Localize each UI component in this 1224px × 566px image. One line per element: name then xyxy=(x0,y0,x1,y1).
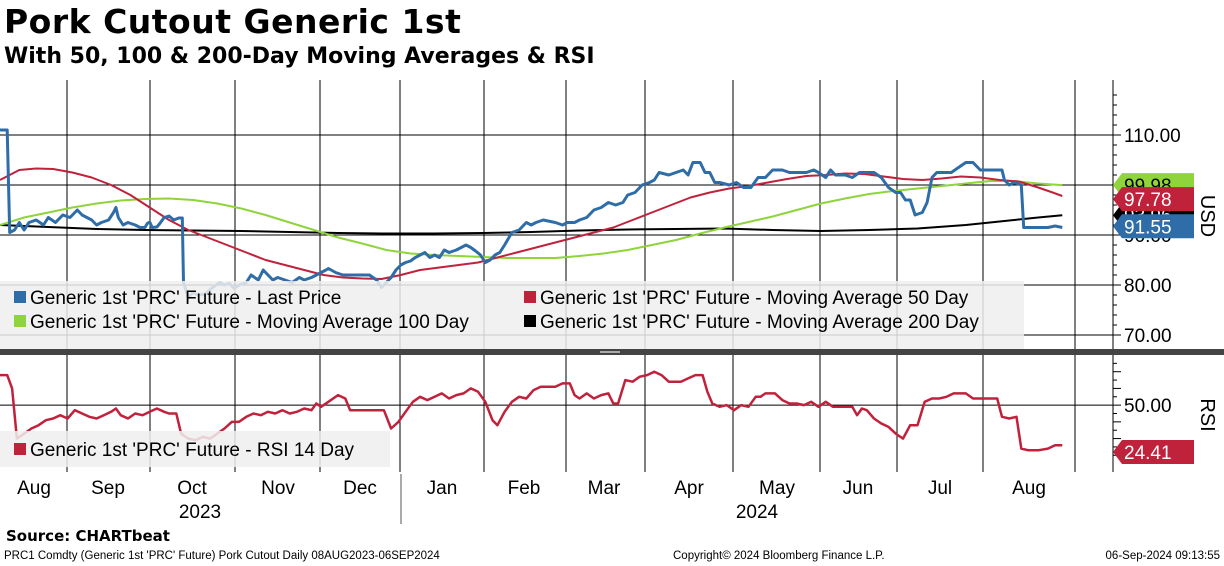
rsi-panel-series xyxy=(0,370,1063,452)
x-month-label: Feb xyxy=(508,478,541,499)
x-month-label: Dec xyxy=(343,478,377,499)
badge-rsi-text: 24.41 xyxy=(1124,443,1172,464)
x-month-label: Mar xyxy=(588,478,621,499)
x-month-label: Oct xyxy=(177,478,207,499)
badge-rsi: 24.41 xyxy=(1113,440,1194,464)
rsi-legend: Generic 1st 'PRC' Future - RSI 14 Day xyxy=(0,431,390,467)
rsi-panel-grid xyxy=(0,355,1113,472)
series-line-last-price xyxy=(0,128,1063,299)
price-ytick-label: 70.00 xyxy=(1124,326,1172,347)
footer-timestamp: 06-Sep-2024 09:13:55 xyxy=(1105,550,1220,562)
x-month-label: Jul xyxy=(928,478,952,499)
rsi-legend-box xyxy=(0,431,390,467)
legend-label: Generic 1st 'PRC' Future - RSI 14 Day xyxy=(30,440,355,461)
badge-ma50: 97.78 xyxy=(1113,187,1194,212)
badge-rsi-shape xyxy=(1113,440,1194,464)
series-line-rsi-14-day xyxy=(0,370,1063,452)
source-note: Source: CHARTbeat xyxy=(6,527,170,545)
price-ytick-label: 110.00 xyxy=(1124,126,1181,147)
series-line-moving-average-200-day xyxy=(0,214,1063,235)
footer-copyright: Copyright© 2024 Bloomberg Finance L.P. xyxy=(673,550,885,562)
badge-ma50-text: 97.78 xyxy=(1124,190,1172,211)
legend-swatch xyxy=(524,291,536,303)
x-month-label: Jan xyxy=(427,478,458,499)
x-month-label: Sep xyxy=(91,478,125,499)
x-month-label: May xyxy=(759,478,795,499)
x-month-label: Aug xyxy=(1012,478,1046,499)
legend-swatch xyxy=(14,291,26,303)
price-legend: Generic 1st 'PRC' Future - Last Price Gen… xyxy=(0,281,1024,349)
x-month-label: Aug xyxy=(17,478,51,499)
badge-ma50-shape xyxy=(1113,187,1194,212)
panel-divider-grip xyxy=(600,351,620,353)
badge-last-price: 91.55 xyxy=(1113,214,1194,239)
x-year-label: 2024 xyxy=(736,502,779,523)
axes: 70.0080.0090.00100.00110.0050.00USDRSIAu… xyxy=(0,80,1224,524)
price-axis-title: USD xyxy=(1196,195,1218,237)
rsi-ytick-label: 50.00 xyxy=(1124,396,1172,417)
legend-label: Generic 1st 'PRC' Future - Moving Averag… xyxy=(540,288,969,309)
price-panel-series xyxy=(0,128,1063,299)
x-year-label: 2023 xyxy=(179,502,221,523)
legend-label: Generic 1st 'PRC' Future - Moving Averag… xyxy=(540,312,979,333)
x-month-label: Jun xyxy=(843,478,874,499)
price-ytick-label: 80.00 xyxy=(1124,276,1172,297)
x-month-label: Nov xyxy=(261,478,295,499)
legend-label: Generic 1st 'PRC' Future - Moving Averag… xyxy=(30,312,469,333)
legend-swatch xyxy=(14,443,26,455)
rsi-axis-title: RSI xyxy=(1196,398,1218,431)
chart-title: Pork Cutout Generic 1st xyxy=(4,2,462,41)
footer-ticker-info: PRC1 Comdty (Generic 1st 'PRC' Future) P… xyxy=(4,550,440,562)
series-line-moving-average-100-day xyxy=(0,180,1063,259)
price-legend-box xyxy=(0,281,1024,349)
legend-swatch xyxy=(14,315,26,327)
chart-subtitle: With 50, 100 & 200-Day Moving Averages &… xyxy=(4,44,595,69)
badge-last-price-text: 91.55 xyxy=(1124,217,1172,238)
badge-last-price-shape xyxy=(1113,214,1194,239)
legend-label: Generic 1st 'PRC' Future - Last Price xyxy=(30,288,341,309)
legend-swatch xyxy=(524,315,536,327)
series-line-moving-average-50-day xyxy=(0,167,1063,280)
x-month-label: Apr xyxy=(674,478,704,499)
